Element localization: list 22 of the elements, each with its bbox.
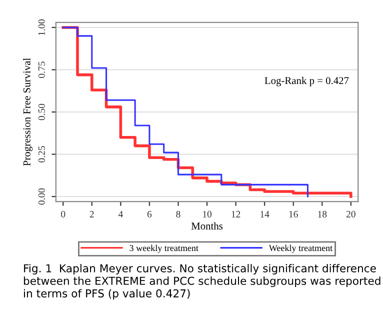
y-tick-label: 0.50 [38, 104, 45, 120]
x-tick-label: 16 [289, 210, 298, 218]
y-tick-label: 0.25 [38, 146, 45, 162]
x-tick-label: 20 [346, 210, 356, 218]
x-tick-label: 12 [232, 210, 240, 218]
x-tick-label: 0 [61, 210, 66, 218]
y-tick-label: 0.75 [38, 62, 45, 78]
x-tick-label: 4 [118, 210, 123, 218]
y-axis-title: Progression Free Survival [23, 58, 33, 166]
legend-label: 3 weekly treatment [130, 244, 198, 253]
x-tick-label: 6 [147, 210, 152, 218]
y-tick-label: 1.00 [38, 19, 45, 36]
x-tick-label: 2 [90, 210, 94, 218]
x-tick-label: 18 [318, 210, 327, 218]
x-tick-label: 10 [203, 210, 212, 218]
x-axis-title: Months [191, 222, 223, 230]
legend-label: Weekly treatment [268, 244, 333, 253]
annotation: Log-Rank p = 0.427 [264, 76, 349, 86]
y-tick-label: 0.00 [38, 188, 45, 205]
x-tick-label: 8 [176, 210, 180, 218]
x-tick-label: 14 [260, 210, 270, 218]
caption: Fig. 1 Kaplan Meyer curves. No statistically significant difference between the EXTREME and PCC schedule subgroups was reported in terms of PFS (p value 0.427) [24, 264, 380, 300]
